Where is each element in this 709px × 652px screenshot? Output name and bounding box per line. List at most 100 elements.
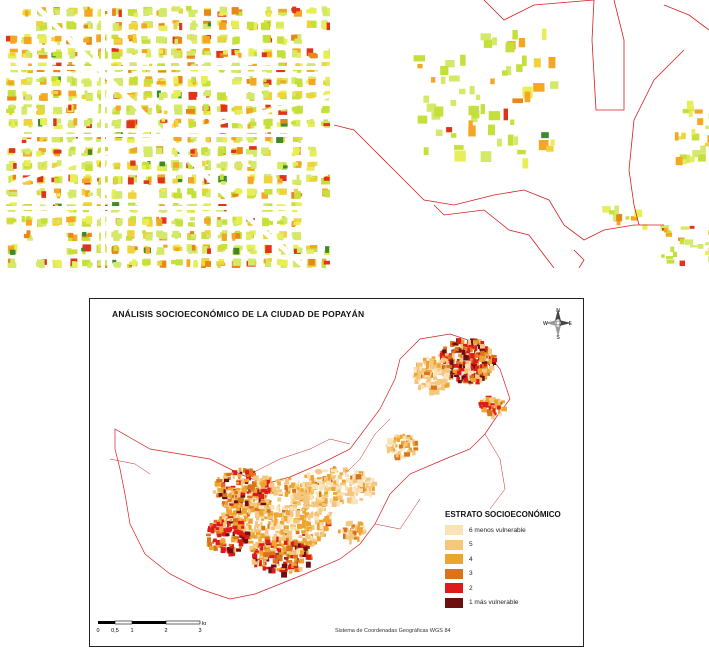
parcel bbox=[216, 261, 225, 265]
strata-parcel bbox=[276, 478, 279, 483]
strata-parcel bbox=[438, 369, 444, 374]
parcel bbox=[541, 28, 547, 41]
parcel bbox=[279, 188, 287, 195]
strata-parcel bbox=[264, 479, 270, 484]
parcel bbox=[56, 76, 61, 82]
strata-parcel bbox=[444, 352, 448, 356]
strata-parcel bbox=[226, 505, 229, 512]
strata-parcel bbox=[349, 538, 352, 545]
strata-parcel bbox=[420, 374, 424, 379]
parcel bbox=[232, 258, 242, 266]
parcel bbox=[41, 191, 47, 198]
strata-parcel bbox=[314, 532, 320, 536]
parcel bbox=[81, 220, 90, 227]
parcel bbox=[207, 62, 211, 67]
strata-parcel bbox=[232, 547, 236, 553]
parcel bbox=[161, 209, 165, 213]
strata-parcel bbox=[486, 368, 492, 374]
strata-parcel bbox=[425, 360, 430, 367]
parcel bbox=[440, 76, 446, 84]
parcel bbox=[158, 174, 165, 181]
strata-parcel bbox=[262, 475, 268, 480]
parcel bbox=[326, 22, 330, 31]
parcel bbox=[670, 246, 675, 252]
strata-parcel bbox=[341, 479, 346, 484]
strata-parcel bbox=[472, 374, 476, 379]
parcel bbox=[112, 259, 117, 264]
strata-parcel bbox=[461, 349, 466, 355]
strata-parcel bbox=[485, 353, 490, 357]
north-arrow-icon: N S E W bbox=[543, 307, 573, 339]
parcel bbox=[235, 216, 243, 225]
strata-parcel bbox=[213, 519, 218, 523]
parcel bbox=[204, 217, 211, 224]
strata-parcel bbox=[441, 386, 446, 391]
strata-parcel bbox=[308, 514, 311, 520]
parcel bbox=[26, 230, 31, 237]
parcel bbox=[454, 150, 466, 162]
strata-parcel bbox=[272, 543, 278, 549]
strata-parcel bbox=[285, 510, 291, 516]
parcel bbox=[685, 154, 691, 163]
parcel bbox=[323, 123, 330, 127]
parcel bbox=[279, 175, 287, 182]
parcel bbox=[277, 92, 287, 98]
parcel bbox=[7, 262, 17, 268]
parcel bbox=[7, 53, 17, 59]
strata-parcel bbox=[294, 558, 298, 562]
parcel bbox=[56, 62, 62, 68]
strata-parcel bbox=[292, 519, 297, 524]
parcel bbox=[186, 6, 192, 11]
parcel bbox=[541, 132, 549, 139]
parcel bbox=[188, 11, 196, 17]
parcel bbox=[440, 65, 449, 75]
parcel bbox=[672, 251, 678, 257]
parcel bbox=[308, 146, 315, 150]
parcel bbox=[309, 177, 317, 182]
parcel bbox=[430, 77, 436, 83]
strata-parcel bbox=[271, 564, 277, 568]
parcel bbox=[114, 38, 122, 44]
strata-parcel bbox=[371, 486, 375, 491]
parcel bbox=[234, 50, 240, 53]
parcel bbox=[276, 23, 284, 27]
strata-parcel bbox=[216, 530, 222, 536]
strata-parcel bbox=[407, 443, 411, 447]
parcel bbox=[480, 151, 492, 162]
strata-parcel bbox=[470, 378, 477, 383]
parcel bbox=[263, 258, 268, 264]
strata-parcel bbox=[459, 357, 465, 363]
strata-parcel bbox=[206, 533, 211, 537]
strata-parcel bbox=[417, 379, 421, 382]
strata-parcel bbox=[268, 477, 272, 482]
parcel bbox=[43, 161, 48, 169]
strata-parcel bbox=[279, 552, 284, 556]
strata-parcel bbox=[491, 359, 496, 365]
strata-parcel bbox=[314, 481, 320, 486]
parcel bbox=[219, 22, 227, 30]
parcel bbox=[38, 265, 45, 268]
parcel bbox=[146, 48, 150, 55]
strata-parcel bbox=[365, 477, 371, 483]
strata-parcel bbox=[234, 490, 238, 495]
strata-parcel bbox=[290, 524, 297, 527]
strata-parcel bbox=[493, 412, 497, 416]
strata-parcel bbox=[279, 556, 283, 562]
strata-parcel bbox=[208, 526, 211, 531]
parcel bbox=[51, 134, 61, 143]
strata-parcel bbox=[252, 543, 258, 547]
strata-parcel bbox=[444, 373, 450, 377]
parcel bbox=[11, 244, 18, 251]
strata-parcel bbox=[249, 545, 255, 551]
parcel bbox=[190, 149, 195, 154]
parcel bbox=[111, 189, 116, 196]
strata-parcel bbox=[431, 369, 438, 372]
parcel bbox=[130, 160, 136, 166]
strata-parcel bbox=[229, 544, 234, 549]
parcel bbox=[68, 90, 77, 97]
strata-parcel bbox=[370, 482, 373, 488]
strata-parcel bbox=[224, 478, 230, 483]
strata-parcel bbox=[324, 492, 327, 499]
strata-parcel bbox=[348, 535, 351, 541]
strata-parcel bbox=[340, 492, 346, 496]
